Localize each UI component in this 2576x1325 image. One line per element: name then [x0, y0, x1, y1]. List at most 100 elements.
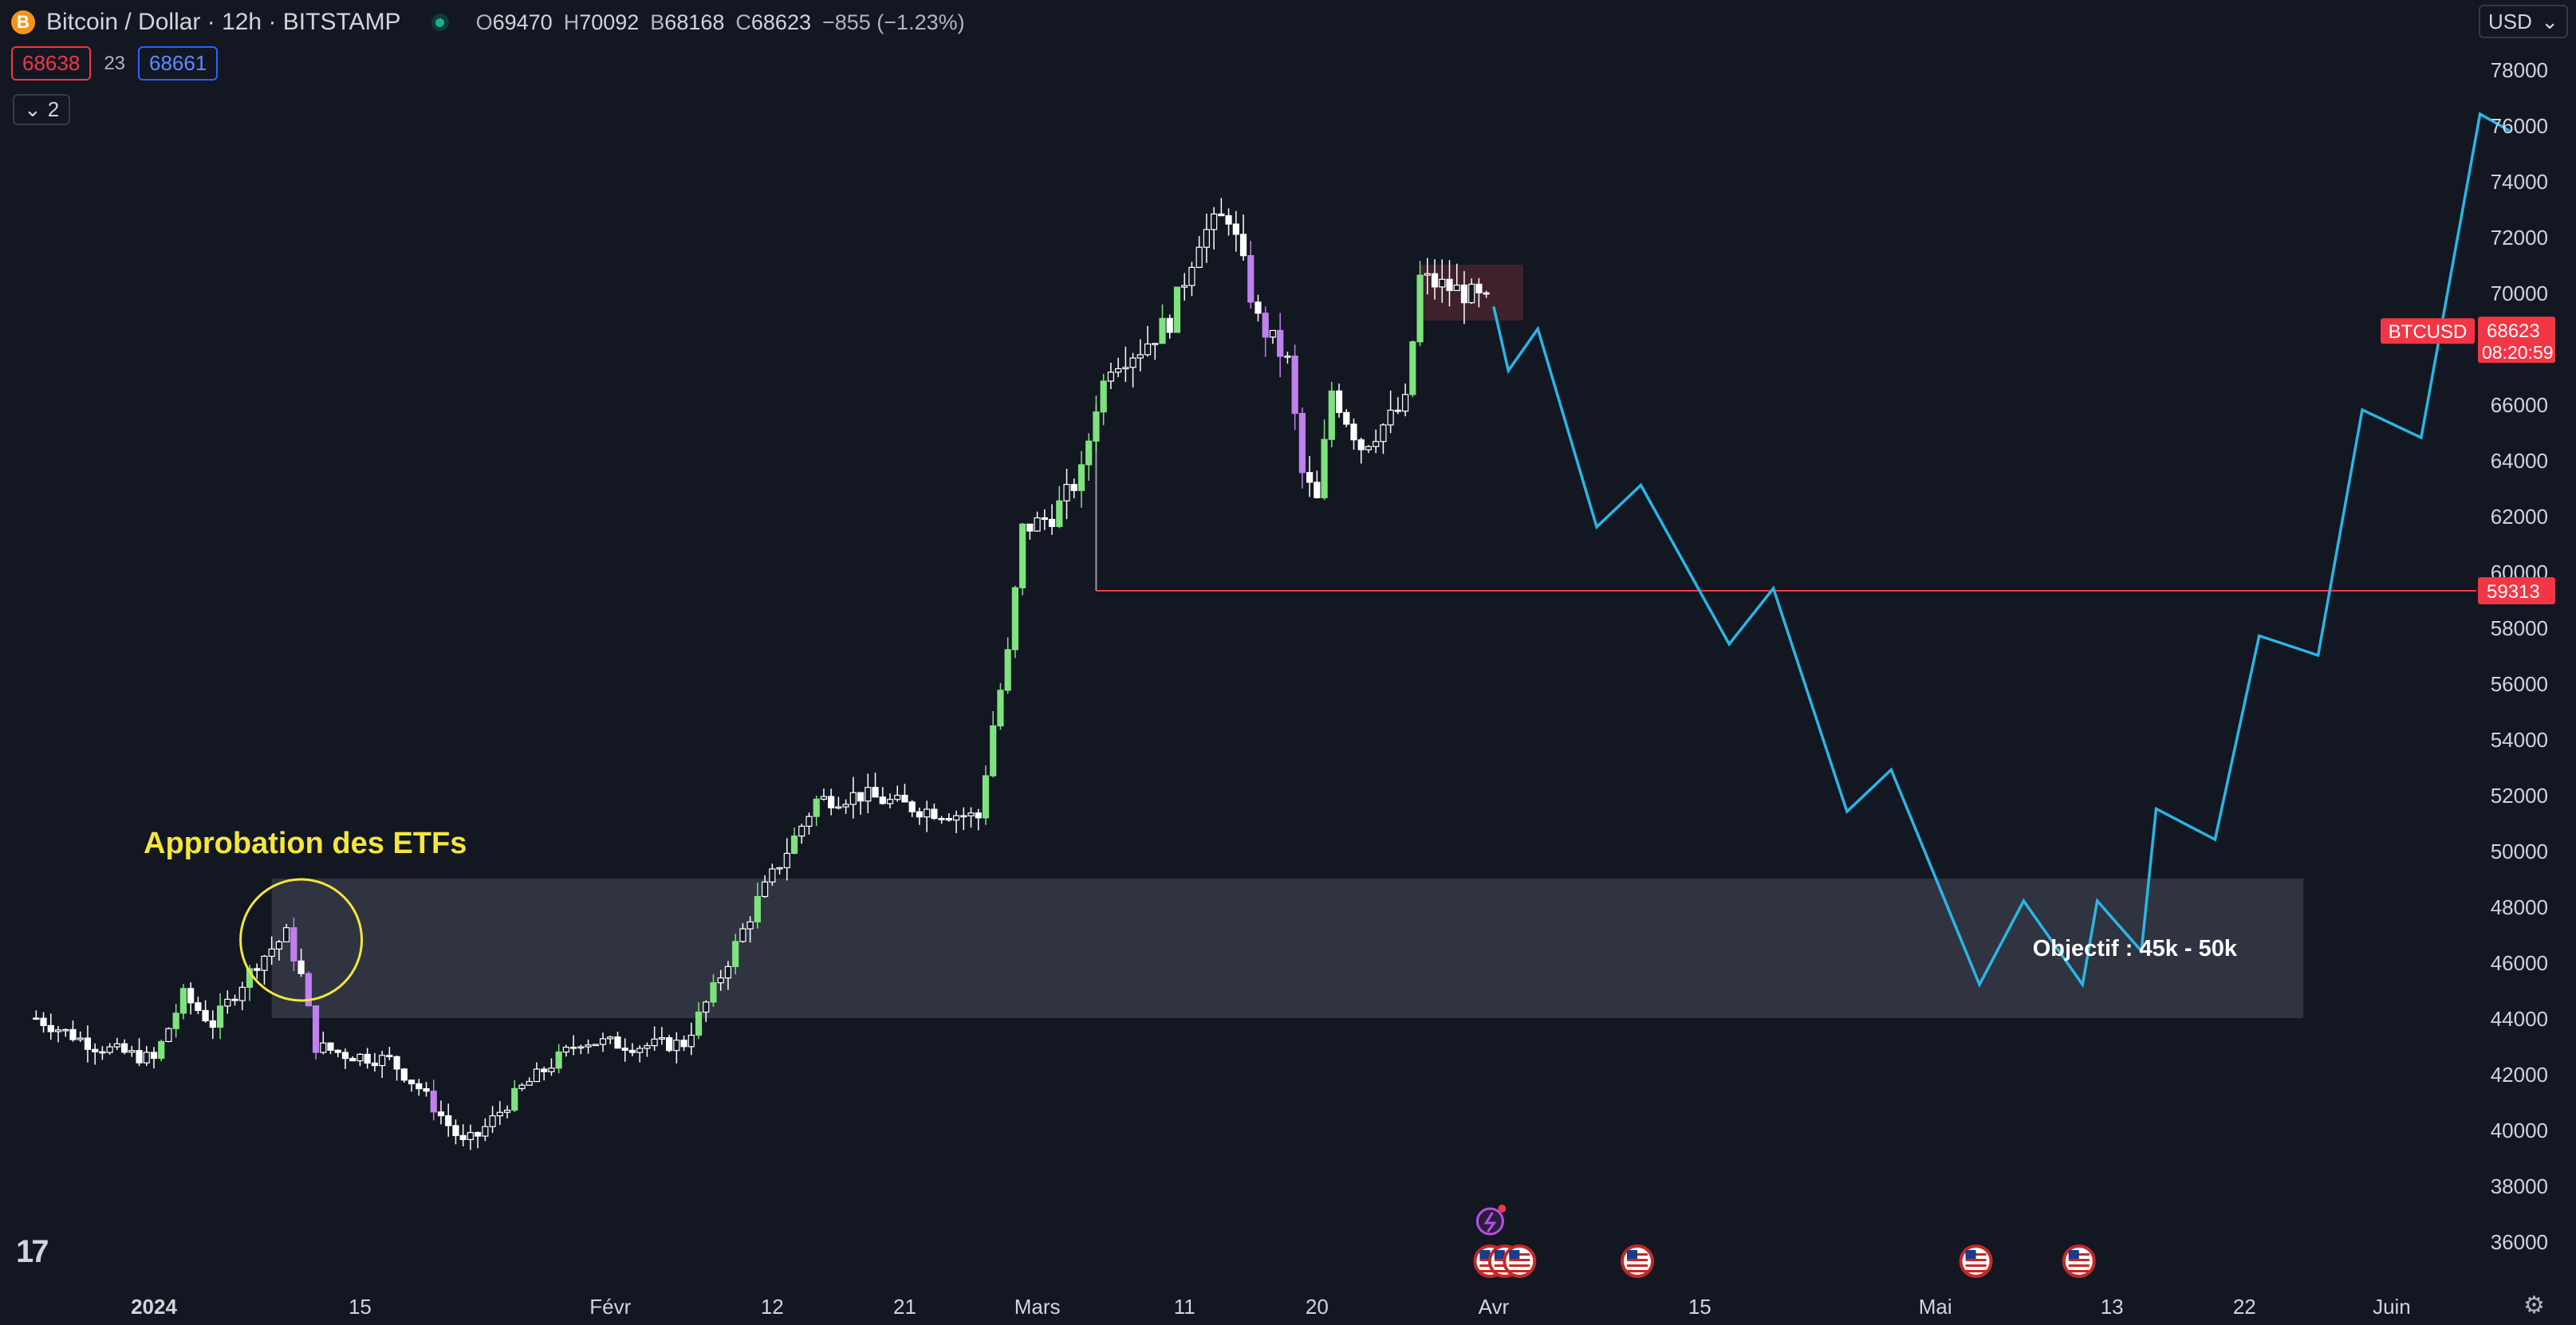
candle [687, 1034, 695, 1048]
candle [47, 1024, 54, 1032]
candle [872, 787, 879, 798]
candle [776, 867, 783, 870]
candle [1321, 438, 1328, 498]
ohlc-high: H70092 [563, 10, 640, 34]
candle [614, 1036, 621, 1049]
candle [621, 1048, 628, 1052]
indicators-toggle[interactable]: ⌄ 2 [13, 94, 71, 125]
candle [467, 1131, 474, 1141]
candle [1475, 283, 1483, 293]
candle [437, 1111, 445, 1117]
price-change: −855 (−1.23%) [821, 10, 965, 34]
candle [1122, 367, 1129, 370]
candle [349, 1058, 356, 1062]
candle [1048, 518, 1056, 528]
candle [400, 1068, 408, 1081]
ohlc-open: O69470 [475, 10, 553, 34]
candle [1144, 343, 1152, 356]
candle [1011, 587, 1019, 651]
candle [290, 927, 297, 962]
symbol-price-tag [2381, 318, 2475, 344]
candle [1269, 329, 1277, 338]
candle [1468, 283, 1475, 304]
candle [1232, 223, 1239, 235]
us-flag-icon [1479, 1270, 1501, 1272]
event-dot [1498, 1205, 1507, 1213]
us-flag-icon [1627, 1250, 1637, 1259]
last-price-tag [2478, 317, 2555, 364]
candle [717, 977, 724, 984]
candle [952, 815, 960, 821]
candle [77, 1037, 84, 1040]
candle [790, 835, 798, 855]
candle [128, 1050, 136, 1053]
candle [828, 796, 835, 808]
candle [746, 921, 754, 930]
candle [1439, 278, 1446, 288]
chevron-down-icon: ⌄ [24, 97, 41, 121]
candle [1085, 440, 1093, 466]
candle [143, 1052, 150, 1064]
candle [967, 812, 975, 816]
candle [268, 948, 275, 957]
us-flag-icon [1965, 1264, 1987, 1267]
candle [503, 1109, 511, 1113]
candle [1211, 213, 1218, 230]
candle [283, 927, 290, 942]
lightning-icon[interactable] [1475, 1207, 1504, 1236]
candle [496, 1111, 503, 1117]
x-tick-label: 13 [2101, 1295, 2124, 1319]
candle [651, 1038, 658, 1047]
buy-price-button[interactable]: 68661 [138, 46, 219, 81]
candle [1070, 484, 1077, 491]
ohlc-close: C68623 [735, 10, 811, 34]
candle [695, 1011, 703, 1036]
x-tick-label: Févr [589, 1295, 631, 1319]
candle [1203, 229, 1210, 248]
candle [960, 815, 967, 818]
candle [364, 1053, 371, 1064]
x-tick-label: 15 [1688, 1295, 1711, 1319]
y-tick-label: 54000 [2491, 728, 2548, 752]
candle [69, 1028, 77, 1040]
candle [1291, 356, 1298, 415]
spread-value: 23 [104, 52, 126, 74]
etf-highlight-circle[interactable] [239, 878, 364, 1002]
candle [1335, 390, 1343, 413]
projection-path[interactable] [1492, 112, 2511, 989]
us-flag-icon [1965, 1259, 1987, 1261]
candle [1453, 285, 1460, 292]
gear-icon[interactable]: ⚙ [2523, 1292, 2545, 1319]
symbol-title[interactable]: Bitcoin / Dollar · 12h · BITSTAMP [46, 9, 401, 35]
candle [665, 1037, 673, 1052]
candle [224, 998, 231, 1007]
y-tick-label: 78000 [2491, 58, 2548, 82]
y-tick-label: 46000 [2491, 951, 2548, 975]
candle [187, 988, 195, 1004]
currency-select[interactable]: USD ⌄ [2479, 5, 2568, 38]
candle [1063, 484, 1070, 501]
candle [416, 1083, 423, 1090]
us-flag-icon [1479, 1250, 1491, 1259]
candle [99, 1051, 106, 1054]
target-zone-label: Objectif : 45k - 50k [2033, 936, 2238, 961]
candle [113, 1043, 120, 1048]
candle [379, 1055, 386, 1067]
candle [865, 787, 872, 802]
chevron-down-icon: ⌄ [2541, 9, 2558, 33]
sell-price-button[interactable]: 68638 [11, 46, 92, 81]
candle [1136, 354, 1144, 359]
candle [393, 1056, 400, 1070]
x-tick-label: 15 [349, 1295, 372, 1319]
annotation-label[interactable]: Approbation des ETFs [144, 827, 467, 860]
candle [254, 968, 261, 971]
candle [1255, 301, 1262, 314]
candle [813, 798, 820, 817]
candle [1446, 278, 1453, 292]
candle [644, 1044, 651, 1049]
candle [231, 998, 238, 1001]
candle [798, 825, 805, 837]
y-tick-label: 66000 [2491, 393, 2548, 417]
